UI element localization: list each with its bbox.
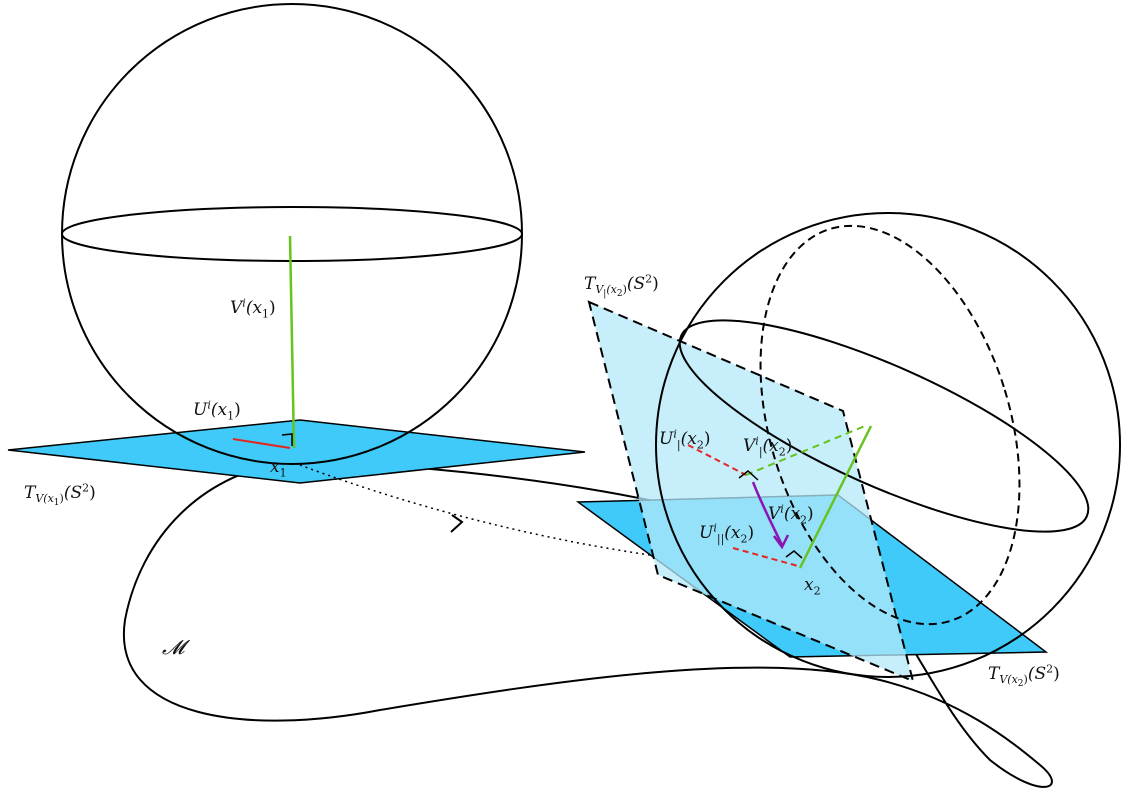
- label-U-x1: Ui(x1): [193, 398, 241, 423]
- parallel-transport-arrowhead: [772, 534, 790, 550]
- tangent-plane-vbar-x2: [587, 300, 915, 683]
- vector-U-x1: [232, 438, 291, 449]
- label-x1: x1: [270, 457, 287, 480]
- label-manifold: 𝓜: [162, 635, 185, 659]
- sphere-right-dashed-meridian: [759, 224, 1021, 626]
- vector-Ubar-x2: [687, 444, 747, 476]
- label-Upar-x2: Ui||(x2): [699, 521, 755, 546]
- label-Vbar-x2: Vi|(x2): [743, 434, 793, 459]
- vector-Vbar-x2: [745, 425, 866, 476]
- parallel-transport-arrow: [751, 481, 784, 546]
- transport-path: [299, 464, 801, 571]
- sphere-right-tilted-circle: [678, 319, 1090, 533]
- tangent-plane-x1: [7, 419, 586, 484]
- label-Ubar-x2: Ui|(x2): [659, 427, 711, 452]
- label-T-Vbar-x2: TV|(x2)(S2): [584, 272, 659, 300]
- sphere-right: [655, 212, 1121, 678]
- vector-V-x1: [288, 235, 296, 449]
- label-T-Vx1: TV(x1)(S2): [24, 481, 96, 509]
- right-angle-x2: [785, 550, 803, 559]
- right-angle-vbar: [738, 470, 759, 481]
- vector-Upar-x2: [732, 547, 799, 567]
- vector-V-x2: [798, 425, 873, 569]
- transport-arrowhead: [450, 514, 464, 533]
- label-V-x2: Vi(x2): [768, 502, 814, 527]
- sphere-left-equator: [61, 206, 523, 262]
- label-x2: x2: [804, 575, 821, 598]
- label-T-Vx2: TV(x2)(S2): [988, 662, 1060, 690]
- label-V-x1: Vi(x1): [230, 296, 276, 321]
- right-angle-x1: [281, 433, 293, 446]
